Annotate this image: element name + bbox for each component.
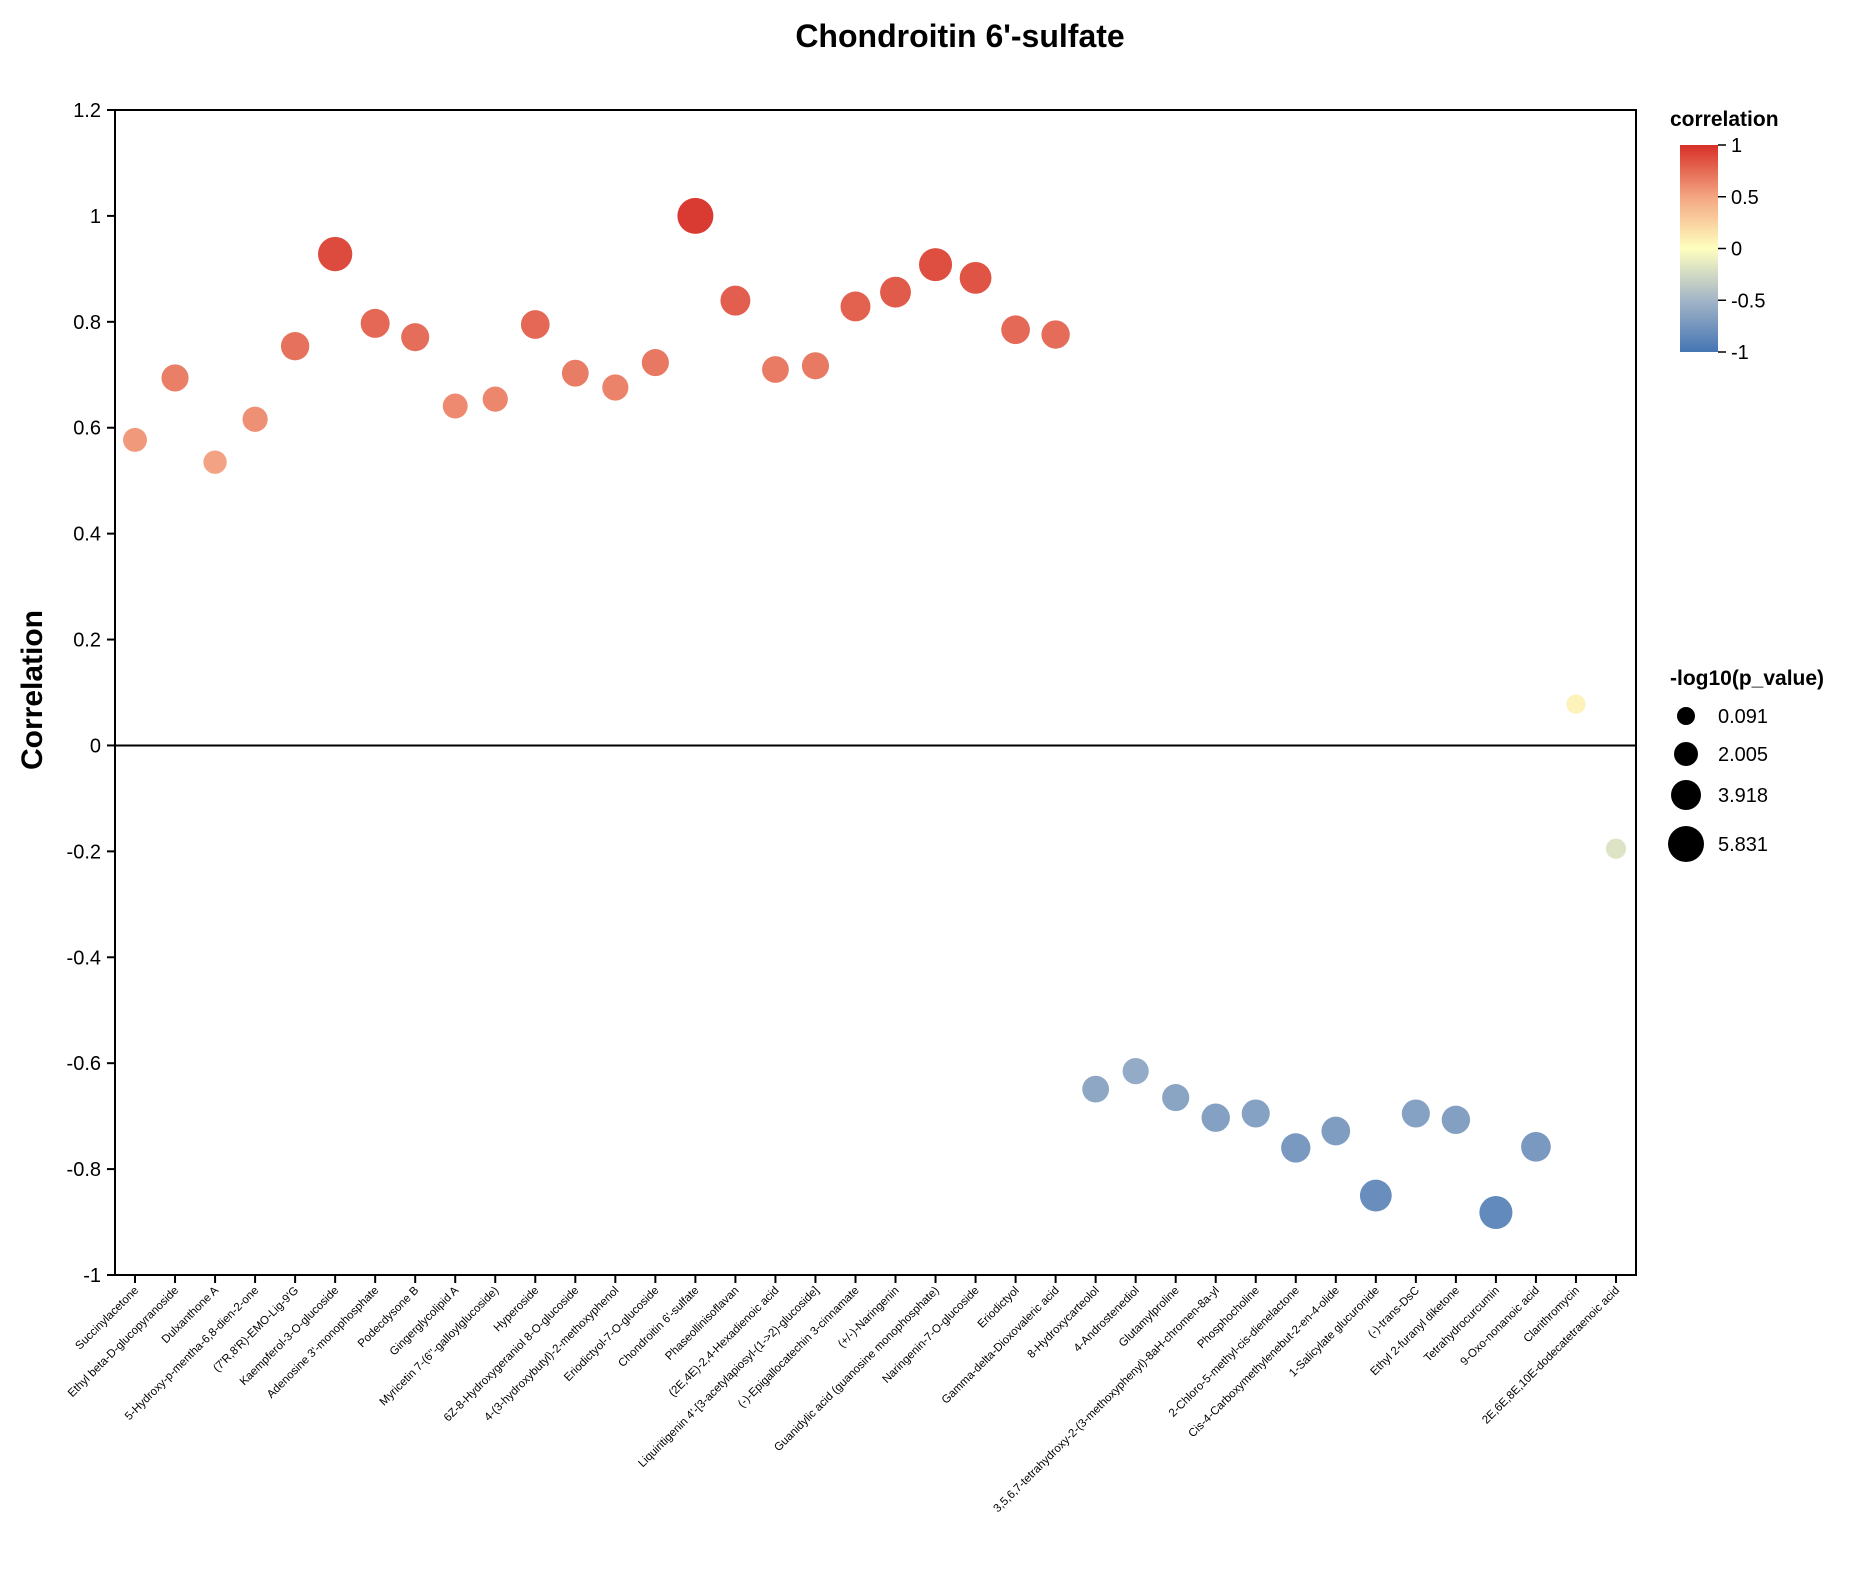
color-legend-tick-label: 0.5 [1731, 187, 1759, 209]
y-axis: 1.2 1 0.8 0.6 0.4 0.2 0 -0.2 -0.4 -0.6 -0.8 -1 [67, 100, 115, 1287]
data-point [1201, 1103, 1230, 1132]
data-point [1359, 1179, 1392, 1212]
size-legend-title: -log10(p_value) [1670, 667, 1824, 690]
y-axis-label: Correlation [16, 610, 49, 770]
size-legend-marker [1677, 707, 1695, 725]
color-legend-gradient-bar [1680, 145, 1718, 352]
data-point [918, 248, 953, 282]
data-point [840, 291, 871, 322]
data-point [1082, 1075, 1110, 1103]
data-point [1566, 694, 1586, 714]
data-point [602, 374, 629, 401]
size-legend-marker [1668, 826, 1704, 862]
data-point [1162, 1084, 1190, 1112]
data-point [677, 197, 714, 234]
chart-title: Chondroitin 6'-sulfate [795, 18, 1124, 54]
color-legend-tick-label: 1 [1731, 135, 1742, 157]
data-point [1605, 838, 1627, 859]
x-tick-label: 9-Oxo-nonanoic acid [1459, 1285, 1543, 1369]
color-legend-title: correlation [1670, 108, 1779, 131]
y-tick-label: 1 [90, 206, 101, 228]
plot-area-frame [114, 109, 1637, 1276]
data-point [1401, 1099, 1430, 1128]
data-point [242, 406, 268, 432]
y-tick-label: -0.8 [67, 1159, 101, 1181]
data-point [520, 310, 550, 339]
y-tick-label: -0.6 [67, 1053, 101, 1075]
data-point [401, 323, 430, 352]
x-tick-label: Tetrahydrocurcumin [1422, 1285, 1502, 1365]
y-tick-label: 0.6 [73, 418, 101, 440]
data-point [203, 450, 227, 474]
color-legend: correlation 1 0.5 0 -0.5 -1 [1670, 108, 1779, 364]
data-point [360, 308, 390, 338]
data-points [123, 197, 1627, 1230]
size-legend-label: 2.005 [1718, 744, 1768, 766]
data-point [280, 331, 310, 361]
y-tick-label: 0.8 [73, 312, 101, 334]
color-legend-tick-label: 0 [1731, 239, 1742, 261]
data-point [1281, 1133, 1311, 1163]
data-point [959, 261, 992, 294]
data-point [442, 393, 468, 419]
data-point [801, 352, 830, 380]
data-point [317, 236, 353, 272]
x-tick-label: 8-Hydroxycarteolol [1025, 1285, 1101, 1361]
size-legend-marker [1674, 742, 1698, 766]
y-tick-label: 0.2 [73, 630, 101, 652]
size-legend: -log10(p_value) 0.091 2.005 3.918 5.831 [1668, 667, 1824, 862]
y-tick-label: 0.4 [73, 524, 101, 546]
data-point [1041, 320, 1070, 349]
data-point [482, 386, 508, 412]
data-point [161, 364, 189, 392]
data-point [1122, 1058, 1149, 1085]
data-point [561, 359, 589, 387]
y-tick-label: -0.4 [67, 947, 101, 969]
data-point [1521, 1132, 1551, 1162]
size-legend-label: 0.091 [1718, 706, 1768, 728]
x-tick-label: Gingerglycolipid A [388, 1284, 462, 1358]
y-tick-label: 1.2 [73, 100, 101, 122]
data-point [123, 427, 148, 452]
y-tick-label: -1 [83, 1265, 101, 1287]
data-point [1441, 1105, 1471, 1135]
data-point [762, 356, 789, 383]
x-tick-label: Chondroitin 6'-sulfate [616, 1285, 701, 1370]
x-tick-label: Cis-4-Carboxymethylenebut-2-en-4-olide [1187, 1285, 1342, 1440]
data-point [1241, 1099, 1270, 1128]
x-tick-label: Phaseollinisoflavan [663, 1285, 741, 1363]
data-point [880, 276, 911, 308]
data-point [1321, 1116, 1351, 1146]
data-point [641, 349, 669, 377]
data-point [1479, 1195, 1513, 1230]
size-legend-label: 3.918 [1718, 785, 1768, 807]
data-point [1001, 315, 1030, 345]
data-point [720, 285, 751, 316]
size-legend-marker [1671, 780, 1701, 810]
color-legend-tick-label: -1 [1731, 342, 1749, 364]
y-tick-label: -0.2 [67, 841, 101, 863]
size-legend-label: 5.831 [1718, 834, 1768, 856]
color-legend-tick-label: -0.5 [1731, 290, 1765, 312]
y-tick-label: 0 [90, 735, 101, 757]
